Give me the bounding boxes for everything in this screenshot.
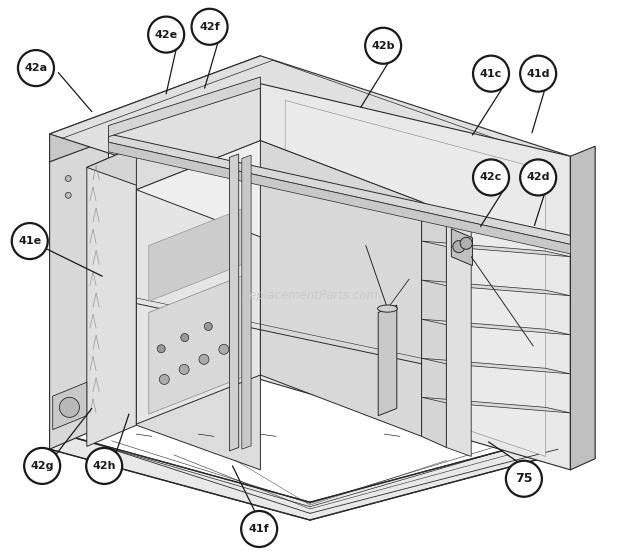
- Circle shape: [473, 160, 509, 195]
- Polygon shape: [149, 206, 248, 301]
- Text: 42f: 42f: [199, 22, 220, 32]
- Polygon shape: [136, 141, 260, 424]
- Polygon shape: [50, 56, 260, 162]
- Polygon shape: [285, 100, 546, 456]
- Circle shape: [179, 364, 189, 374]
- Circle shape: [219, 344, 229, 354]
- Text: 41c: 41c: [480, 69, 502, 79]
- Circle shape: [506, 461, 542, 497]
- Text: 42e: 42e: [154, 30, 178, 40]
- Polygon shape: [422, 280, 570, 296]
- Ellipse shape: [378, 305, 397, 312]
- Text: 42c: 42c: [480, 172, 502, 182]
- Polygon shape: [50, 137, 108, 449]
- Circle shape: [157, 345, 165, 353]
- Polygon shape: [87, 146, 136, 446]
- Polygon shape: [87, 146, 260, 212]
- Text: 42b: 42b: [371, 41, 395, 51]
- Circle shape: [148, 17, 184, 52]
- Polygon shape: [446, 213, 471, 456]
- Polygon shape: [570, 146, 595, 470]
- Polygon shape: [451, 229, 472, 266]
- Polygon shape: [378, 305, 397, 416]
- Text: 42a: 42a: [24, 63, 48, 73]
- Polygon shape: [108, 142, 570, 254]
- Text: 42g: 42g: [30, 461, 54, 471]
- Circle shape: [60, 397, 79, 417]
- Polygon shape: [136, 146, 260, 470]
- Circle shape: [159, 374, 169, 384]
- Circle shape: [453, 240, 465, 253]
- Polygon shape: [260, 141, 422, 436]
- Circle shape: [205, 323, 212, 330]
- Circle shape: [192, 9, 228, 45]
- Text: 41f: 41f: [249, 524, 270, 534]
- Circle shape: [12, 223, 48, 259]
- Polygon shape: [149, 273, 248, 414]
- Polygon shape: [422, 319, 570, 335]
- Polygon shape: [260, 84, 570, 470]
- Polygon shape: [108, 134, 570, 244]
- Polygon shape: [422, 241, 570, 257]
- Circle shape: [520, 56, 556, 92]
- Text: 42h: 42h: [92, 461, 116, 471]
- Circle shape: [241, 511, 277, 547]
- Circle shape: [181, 334, 188, 341]
- Polygon shape: [422, 358, 570, 374]
- Text: 41d: 41d: [526, 69, 550, 79]
- Circle shape: [24, 448, 60, 484]
- Polygon shape: [108, 77, 260, 137]
- Text: 41e: 41e: [18, 236, 42, 246]
- Text: 75: 75: [515, 472, 533, 485]
- Polygon shape: [50, 431, 577, 520]
- Polygon shape: [53, 382, 87, 430]
- Circle shape: [65, 193, 71, 198]
- Polygon shape: [229, 154, 239, 451]
- Circle shape: [365, 28, 401, 64]
- Text: ReplacementParts.com: ReplacementParts.com: [242, 289, 378, 302]
- Polygon shape: [422, 202, 446, 448]
- Circle shape: [86, 448, 122, 484]
- Text: 42d: 42d: [526, 172, 550, 182]
- Polygon shape: [50, 56, 570, 234]
- Circle shape: [473, 56, 509, 92]
- Circle shape: [520, 160, 556, 195]
- Polygon shape: [242, 155, 251, 449]
- Circle shape: [18, 50, 54, 86]
- Circle shape: [65, 176, 71, 181]
- Polygon shape: [136, 141, 422, 251]
- Polygon shape: [422, 397, 570, 413]
- Circle shape: [199, 354, 209, 364]
- Circle shape: [460, 237, 472, 249]
